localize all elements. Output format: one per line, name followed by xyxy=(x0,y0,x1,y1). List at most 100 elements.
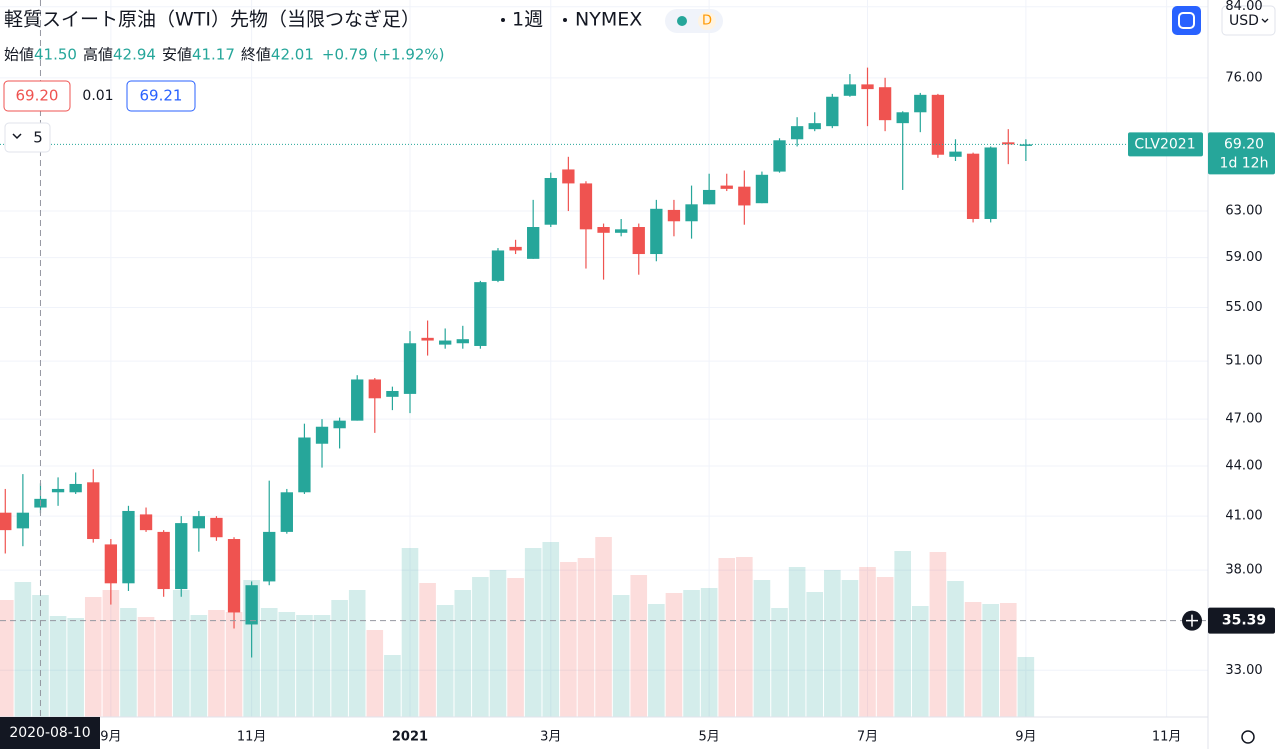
candle-body xyxy=(702,189,716,205)
volume-bar xyxy=(859,567,876,717)
candle-body xyxy=(614,229,628,233)
volume-bar xyxy=(630,575,648,717)
candle-body xyxy=(738,186,751,206)
volume-bar xyxy=(67,618,84,717)
candle-body xyxy=(280,492,293,532)
spread: 0.01 xyxy=(82,88,113,104)
bid: 69.20 xyxy=(16,87,59,105)
volume-bar xyxy=(612,595,630,717)
volume-bar xyxy=(947,581,964,717)
crosshair-price-bg xyxy=(1208,607,1275,634)
y-tick-label: 33.00 xyxy=(1225,663,1262,678)
volume-bar xyxy=(102,590,120,717)
y-tick-label: 44.00 xyxy=(1225,458,1262,473)
crosshair-price: 35.39 xyxy=(1222,613,1266,629)
volume-bar xyxy=(524,548,542,717)
sync-button[interactable] xyxy=(1172,6,1201,35)
bid-box[interactable] xyxy=(3,80,71,112)
volume-bar xyxy=(278,612,296,717)
volume-bar xyxy=(1017,657,1035,717)
candle-body xyxy=(650,208,663,255)
plus-icon xyxy=(1186,614,1198,627)
ohlc-label: 高値 xyxy=(83,46,113,64)
volume-bar xyxy=(190,615,208,717)
ask-box[interactable] xyxy=(126,80,196,112)
candle-body xyxy=(351,379,364,421)
settings-icon[interactable] xyxy=(1241,730,1255,744)
change: +0.79 (+1.92%) xyxy=(322,46,445,64)
volume-bar xyxy=(876,577,894,717)
volume-bar xyxy=(489,570,507,717)
badge-bg xyxy=(698,12,716,30)
symbol-label: CLV2021 xyxy=(1134,136,1195,152)
y-tick-label: 47.00 xyxy=(1225,412,1262,427)
candle-body xyxy=(192,516,205,529)
candle-body xyxy=(861,84,874,90)
x-tick-label: 2021 xyxy=(392,730,428,745)
volume-bar xyxy=(366,630,384,717)
candle-body xyxy=(298,437,311,493)
symbol-label-bg xyxy=(1128,132,1203,157)
candle-body xyxy=(1002,142,1015,145)
y-tick-label: 63.00 xyxy=(1225,204,1262,219)
volume-bar xyxy=(894,551,911,717)
x-tick-label: 3月 xyxy=(540,730,561,745)
volume-bar xyxy=(384,655,401,717)
volume-bar xyxy=(225,612,243,717)
candle-body xyxy=(667,209,681,222)
volume-bar xyxy=(753,580,771,717)
candle-body xyxy=(333,420,346,429)
candle-body xyxy=(104,544,118,584)
volume-bar xyxy=(331,600,348,717)
volume-bar xyxy=(964,602,982,717)
volume-bar xyxy=(718,558,736,717)
ohlc-label: 安値 xyxy=(162,46,192,64)
candle-body xyxy=(456,339,469,344)
x-tick-label: 7月 xyxy=(857,730,878,745)
volume-bar xyxy=(120,608,137,717)
candle-body xyxy=(368,379,381,399)
candle-body xyxy=(773,140,786,172)
volume-bar xyxy=(84,597,102,717)
candle-body xyxy=(69,483,82,493)
x-tick-label: 9月 xyxy=(100,730,121,745)
candle-body xyxy=(878,87,892,121)
candle-body xyxy=(808,123,821,130)
y-tick-label: 76.00 xyxy=(1225,70,1262,85)
volume-bar xyxy=(401,548,419,717)
volume-bar xyxy=(648,604,665,717)
crosshair-date-bg xyxy=(0,717,100,749)
currency-button[interactable] xyxy=(1221,5,1276,36)
indicator-count: 5 xyxy=(33,129,43,147)
volume-bar xyxy=(560,562,577,717)
y-tick-label: 41.00 xyxy=(1225,509,1262,524)
ohlc-row: 始値 41.50 高値 42.94 安値 41.17 終値 42.01 +0.79 (+1.92… xyxy=(4,46,445,64)
candle-body xyxy=(87,482,100,540)
y-tick-label: 59.00 xyxy=(1225,250,1262,265)
candle-body xyxy=(139,514,153,531)
ask: 69.21 xyxy=(140,87,183,105)
volume-bar xyxy=(0,600,14,717)
volume-bar xyxy=(824,570,841,717)
crosshair-date: 2020-08-10 xyxy=(9,725,90,741)
chevron xyxy=(12,133,22,140)
indicators-toggle[interactable] xyxy=(4,122,51,153)
candle-body xyxy=(931,94,945,155)
sync-icon xyxy=(1178,12,1195,29)
candle-body xyxy=(544,178,557,225)
y-tick-label: 38.00 xyxy=(1225,563,1262,578)
candle-body xyxy=(245,585,258,625)
volume-bar xyxy=(683,590,700,717)
volume-bar xyxy=(595,537,612,717)
candle-body xyxy=(403,343,417,394)
volume-bar xyxy=(419,583,436,717)
candle-body xyxy=(562,169,575,184)
candle-body xyxy=(632,227,645,255)
candle-body xyxy=(527,227,540,259)
candle-body xyxy=(509,246,522,251)
volume-bar xyxy=(348,590,366,717)
candle-body xyxy=(843,84,857,96)
candle-body xyxy=(914,94,927,113)
